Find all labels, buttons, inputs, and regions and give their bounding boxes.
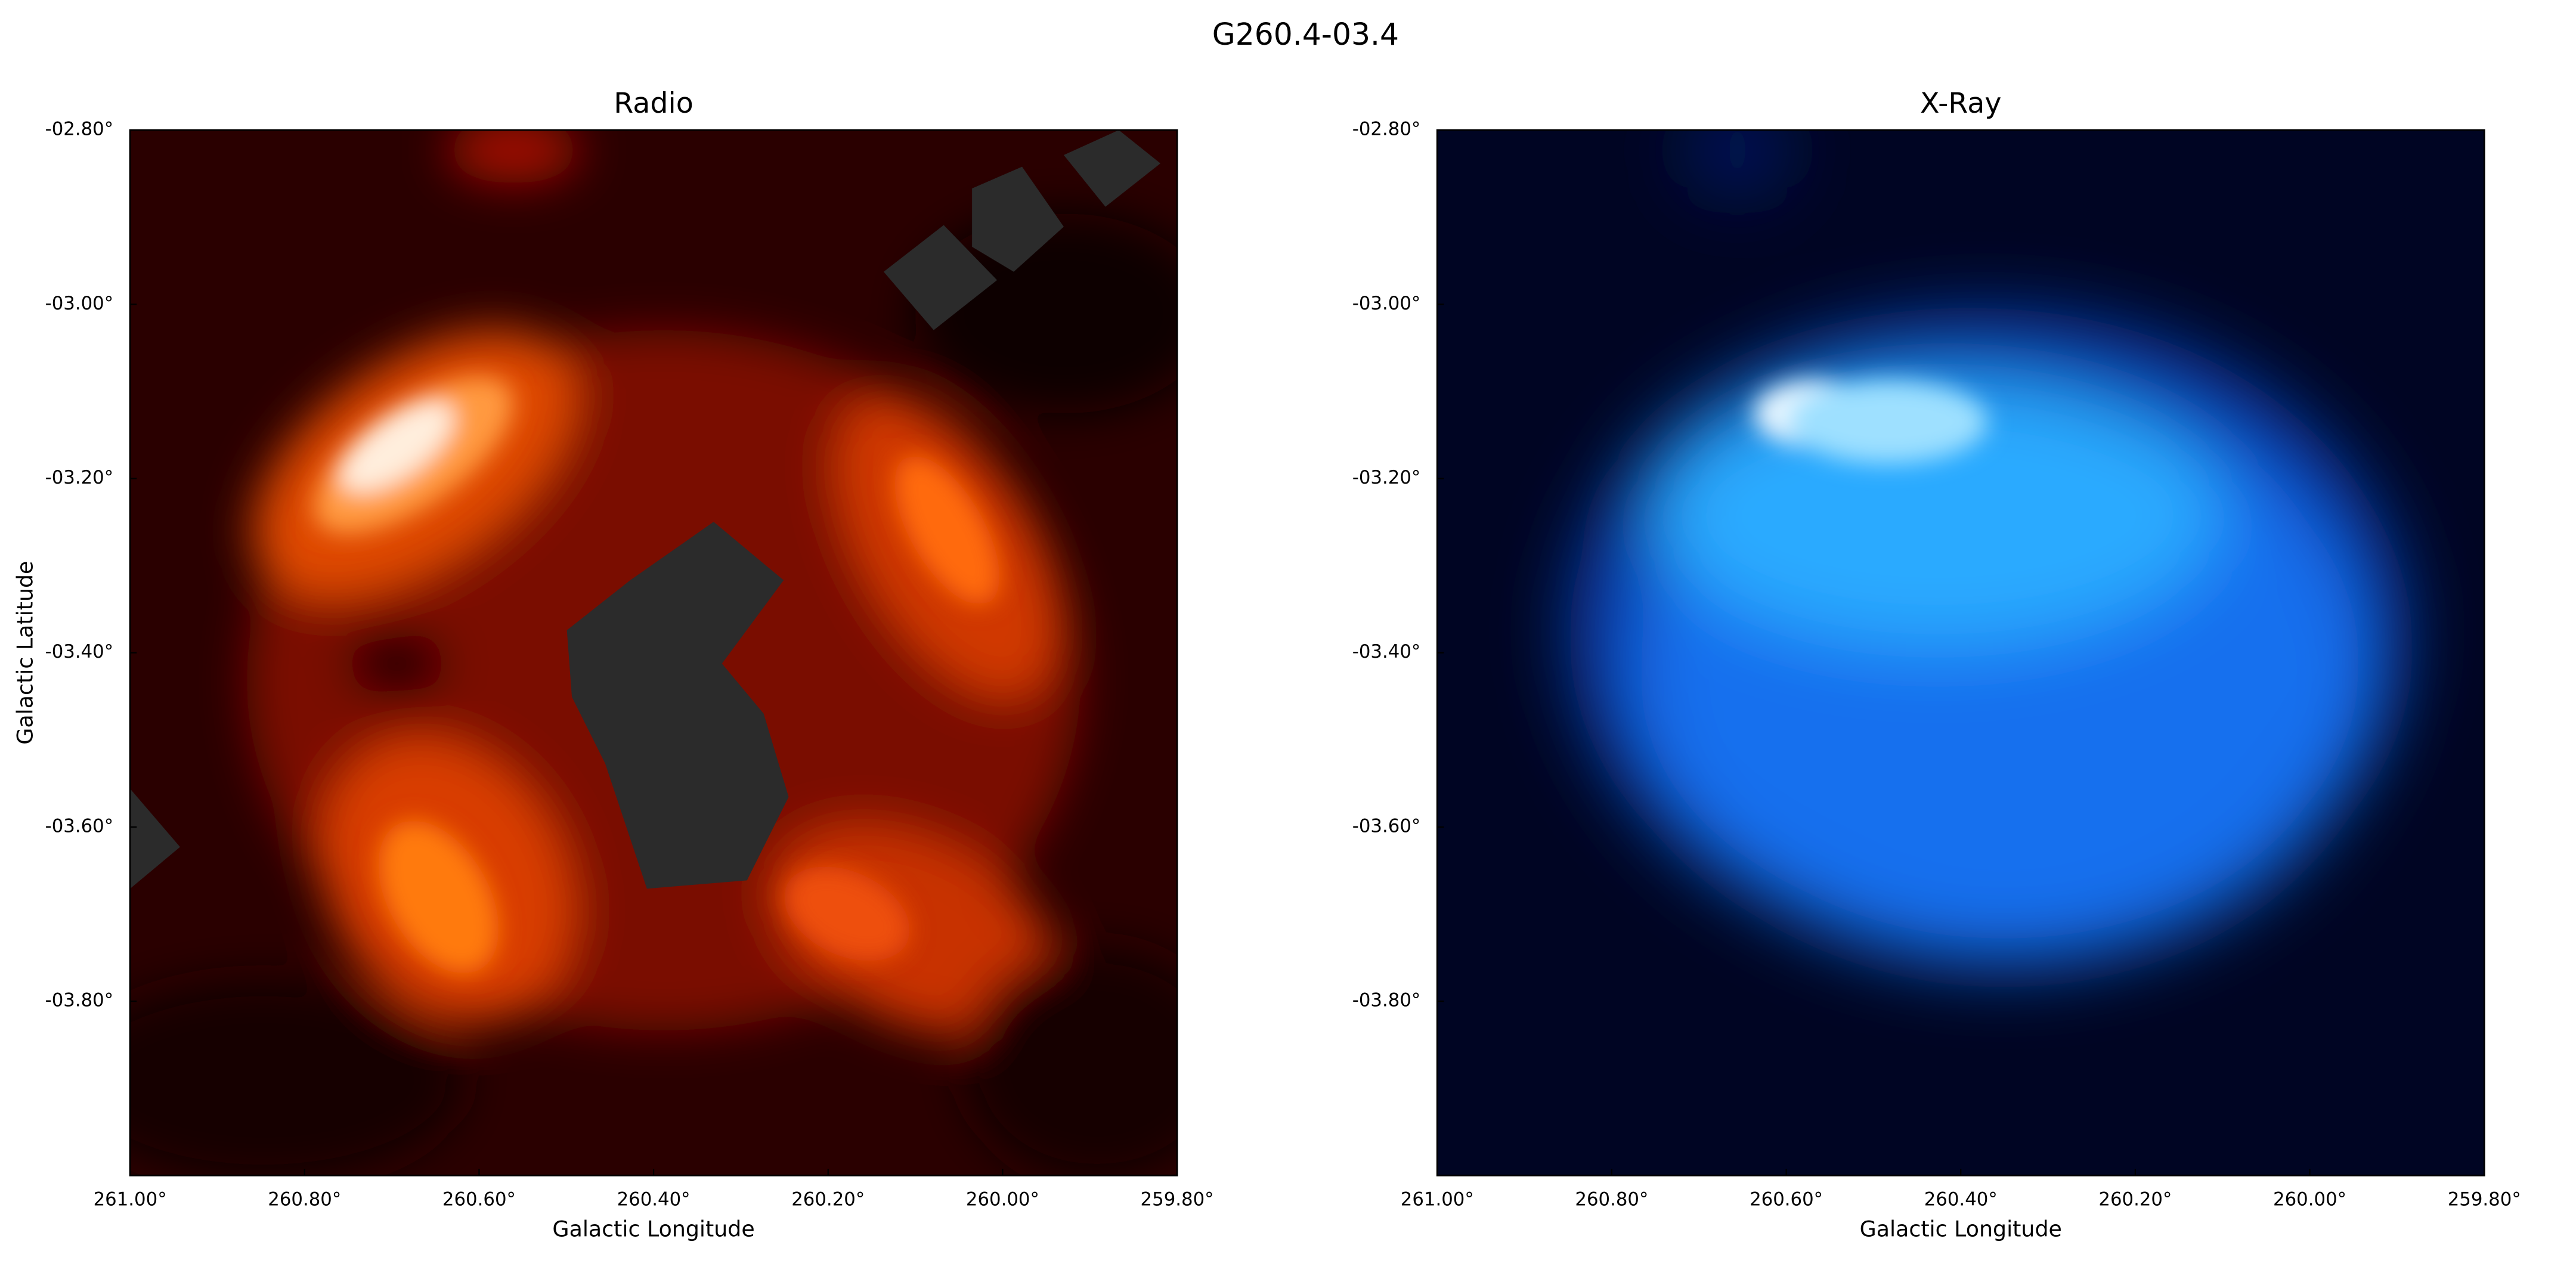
suptitle: G260.4-03.4 — [1212, 17, 1399, 52]
y-tick-label: -02.80° — [1352, 119, 1421, 140]
y-tick-label: -03.40° — [45, 641, 114, 662]
x-tick-label: 260.40° — [617, 1189, 691, 1210]
y-tick-label: -03.60° — [45, 815, 114, 837]
y-tick-label: -02.80° — [45, 119, 114, 140]
y-tick-label: -03.40° — [1352, 641, 1421, 662]
y-axis-label: Galactic Latitude — [13, 561, 38, 745]
x-tick-label: 260.20° — [2098, 1189, 2172, 1210]
x-axis-label: Galactic Longitude — [1860, 1216, 2062, 1242]
y-tick-label: -03.20° — [1352, 467, 1421, 488]
x-tick-label: 260.00° — [966, 1189, 1039, 1210]
y-tick-label: -03.60° — [1352, 815, 1421, 837]
x-tick-label: 260.80° — [1575, 1189, 1648, 1210]
x-tick-label: 260.20° — [791, 1189, 865, 1210]
x-tick-label: 260.60° — [442, 1189, 516, 1210]
y-tick-label: -03.00° — [45, 293, 114, 314]
x-tick-label: 260.40° — [1924, 1189, 1998, 1210]
x-tick-label: 261.00° — [94, 1189, 167, 1210]
y-tick-label: -03.20° — [45, 467, 114, 488]
xray-image — [1437, 130, 2485, 1176]
x-tick-label: 259.80° — [2448, 1189, 2521, 1210]
panel-title: X-Ray — [1920, 87, 2002, 120]
y-tick-label: -03.80° — [1352, 990, 1421, 1011]
x-tick-label: 260.80° — [268, 1189, 341, 1210]
x-tick-label: 259.80° — [1141, 1189, 1214, 1210]
x-tick-label: 261.00° — [1401, 1189, 1474, 1210]
y-tick-label: -03.80° — [45, 990, 114, 1011]
radio-image — [130, 130, 1178, 1176]
panel-title: Radio — [614, 87, 693, 120]
y-tick-label: -03.00° — [1352, 293, 1421, 314]
x-tick-label: 260.60° — [1750, 1189, 1823, 1210]
x-tick-label: 260.00° — [2273, 1189, 2346, 1210]
x-axis-label: Galactic Longitude — [552, 1216, 754, 1242]
